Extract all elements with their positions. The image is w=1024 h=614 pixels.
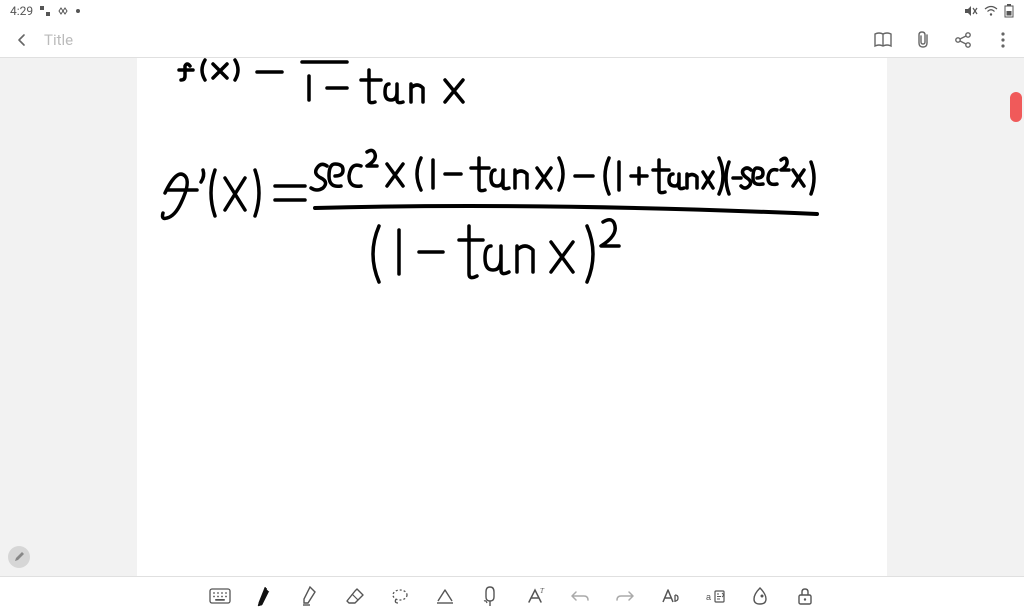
edit-fab[interactable] — [8, 546, 30, 568]
canvas-area[interactable] — [0, 58, 1024, 576]
attachment-icon[interactable] — [912, 29, 934, 51]
header-actions — [872, 29, 1014, 51]
note-paper[interactable] — [137, 58, 887, 576]
lock-icon[interactable] — [792, 583, 818, 609]
highlighter-icon[interactable] — [297, 583, 323, 609]
lasso-icon[interactable] — [387, 583, 413, 609]
app-header: Title — [0, 22, 1024, 58]
back-button[interactable] — [10, 28, 34, 52]
redo-icon[interactable] — [612, 583, 638, 609]
color-icon[interactable] — [747, 583, 773, 609]
reader-icon[interactable] — [872, 29, 894, 51]
svg-text:a: a — [706, 592, 711, 602]
status-time: 4:29 — [10, 4, 33, 18]
wifi-icon — [984, 5, 998, 17]
text-icon[interactable]: T — [522, 583, 548, 609]
svg-text:T: T — [540, 587, 545, 595]
status-right — [964, 4, 1014, 18]
shape-icon[interactable] — [432, 583, 458, 609]
app-indicator-icon — [57, 5, 69, 17]
title-input[interactable]: Title — [44, 31, 73, 49]
bottom-toolbar: T a — [0, 576, 1024, 614]
dot-icon — [75, 8, 81, 14]
keyboard-icon[interactable] — [207, 583, 233, 609]
handwriting-layer — [137, 58, 887, 576]
status-bar: 4:29 — [0, 0, 1024, 22]
undo-icon[interactable] — [567, 583, 593, 609]
text-size-icon[interactable]: a — [702, 583, 728, 609]
status-left: 4:29 — [10, 4, 81, 18]
eraser-icon[interactable] — [342, 583, 368, 609]
scroll-indicator[interactable] — [1010, 92, 1022, 122]
share-icon[interactable] — [952, 29, 974, 51]
more-icon[interactable] — [992, 29, 1014, 51]
pen-icon[interactable] — [252, 583, 278, 609]
screenshot-indicator-icon — [39, 5, 51, 17]
font-style-icon[interactable] — [657, 583, 683, 609]
brush-icon[interactable] — [477, 583, 503, 609]
mute-icon — [964, 5, 978, 17]
battery-icon — [1004, 4, 1014, 18]
